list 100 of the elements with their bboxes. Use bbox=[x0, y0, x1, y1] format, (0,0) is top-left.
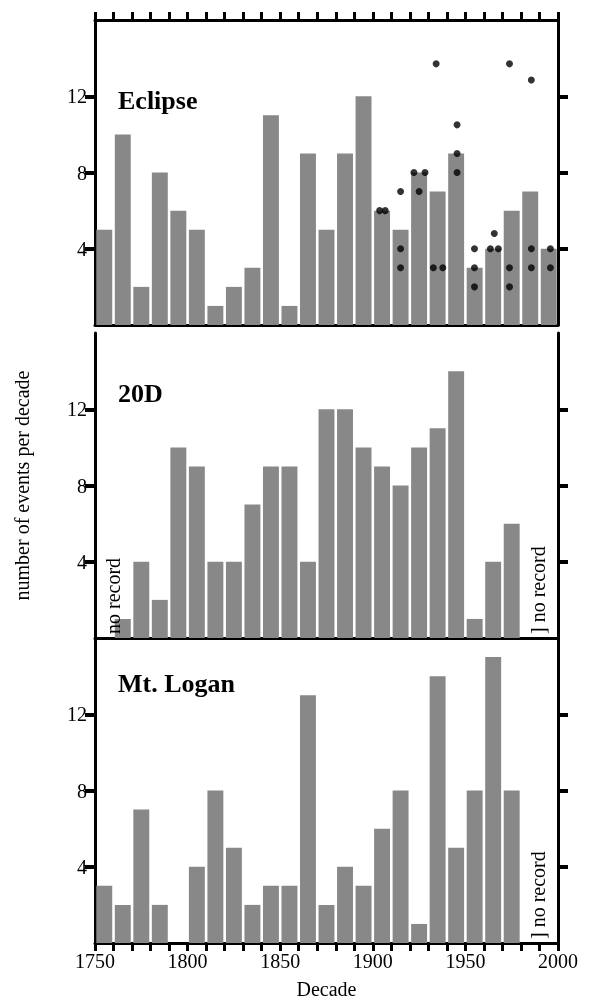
bar bbox=[225, 286, 242, 325]
point bbox=[376, 207, 384, 215]
y-tick-label: 4 bbox=[77, 237, 87, 260]
bar bbox=[225, 561, 242, 638]
bar bbox=[244, 267, 261, 325]
bar bbox=[411, 923, 428, 943]
bar bbox=[355, 447, 372, 638]
bar bbox=[411, 172, 428, 325]
point bbox=[527, 245, 535, 253]
bar bbox=[429, 191, 446, 325]
y-tick-label: 8 bbox=[77, 779, 87, 802]
point bbox=[415, 188, 423, 196]
bar bbox=[300, 695, 316, 943]
bar bbox=[225, 847, 242, 943]
y-tick-label: 4 bbox=[77, 550, 87, 573]
point bbox=[470, 264, 478, 272]
bar bbox=[281, 466, 298, 638]
bar bbox=[337, 153, 353, 325]
bar bbox=[188, 229, 205, 325]
bar bbox=[411, 447, 428, 638]
bar bbox=[466, 790, 483, 943]
bar bbox=[374, 210, 391, 325]
bar bbox=[207, 305, 224, 325]
x-tick-label: 1850 bbox=[260, 950, 301, 972]
bar bbox=[262, 885, 279, 943]
bar bbox=[188, 866, 205, 943]
text: 20D bbox=[118, 378, 163, 408]
bar bbox=[300, 561, 316, 638]
bar bbox=[466, 618, 483, 638]
y-tick-label: 12 bbox=[67, 398, 87, 421]
bar bbox=[503, 523, 520, 638]
bar bbox=[170, 447, 187, 638]
x-tick-label: 2000 bbox=[538, 950, 578, 972]
point bbox=[432, 60, 440, 68]
bar bbox=[337, 409, 353, 638]
bar bbox=[207, 790, 224, 943]
annotation: ] no record bbox=[527, 851, 549, 939]
point bbox=[381, 207, 389, 215]
bar bbox=[337, 866, 353, 943]
bar bbox=[355, 96, 372, 325]
bar bbox=[522, 191, 539, 325]
x-tick-label: 1900 bbox=[352, 950, 393, 972]
point bbox=[490, 230, 498, 237]
y-axis-title: number of events per decade bbox=[11, 370, 34, 601]
point bbox=[397, 245, 405, 253]
bar bbox=[448, 153, 465, 325]
bar bbox=[96, 229, 113, 325]
bar bbox=[485, 248, 502, 325]
bar bbox=[151, 172, 168, 325]
bar bbox=[114, 134, 131, 325]
point bbox=[397, 264, 405, 272]
point bbox=[470, 283, 478, 291]
point bbox=[453, 169, 461, 176]
bar bbox=[485, 561, 502, 638]
bar bbox=[281, 885, 298, 943]
annotation: no record bbox=[102, 557, 124, 634]
point bbox=[410, 169, 418, 176]
x-tick-label: 1750 bbox=[75, 950, 115, 972]
point bbox=[546, 245, 554, 253]
point bbox=[527, 76, 535, 84]
bar bbox=[318, 904, 335, 943]
bar bbox=[151, 599, 168, 638]
point bbox=[505, 264, 513, 272]
bar bbox=[244, 504, 261, 638]
bar bbox=[540, 248, 557, 325]
bar bbox=[188, 466, 205, 638]
point bbox=[470, 245, 478, 253]
text: Eclipse bbox=[118, 85, 198, 115]
y-tick-label: 4 bbox=[77, 855, 87, 878]
bar bbox=[318, 229, 335, 325]
point bbox=[505, 283, 513, 291]
y-tick-label: 8 bbox=[77, 474, 87, 497]
annotation: ] no record bbox=[527, 546, 549, 634]
bar bbox=[374, 828, 391, 943]
bar bbox=[207, 561, 224, 638]
bar bbox=[485, 657, 502, 943]
point bbox=[397, 188, 405, 196]
point bbox=[439, 264, 447, 272]
bar bbox=[392, 790, 409, 943]
bar bbox=[133, 809, 150, 943]
bar bbox=[281, 305, 298, 325]
bar bbox=[466, 267, 483, 325]
bar bbox=[114, 904, 131, 943]
bar bbox=[170, 210, 187, 325]
bar bbox=[392, 485, 409, 638]
point bbox=[453, 149, 461, 157]
bar bbox=[318, 409, 335, 638]
point bbox=[527, 264, 535, 272]
bar bbox=[133, 561, 150, 638]
bar bbox=[355, 885, 372, 943]
x-tick-label: 1950 bbox=[445, 950, 486, 972]
bar bbox=[392, 229, 409, 325]
point bbox=[421, 169, 429, 176]
y-tick-label: 12 bbox=[67, 85, 87, 108]
bar bbox=[151, 904, 168, 943]
bar bbox=[429, 676, 446, 943]
bar bbox=[133, 286, 150, 325]
bar bbox=[429, 428, 446, 638]
bar bbox=[96, 885, 113, 943]
bar bbox=[244, 904, 261, 943]
